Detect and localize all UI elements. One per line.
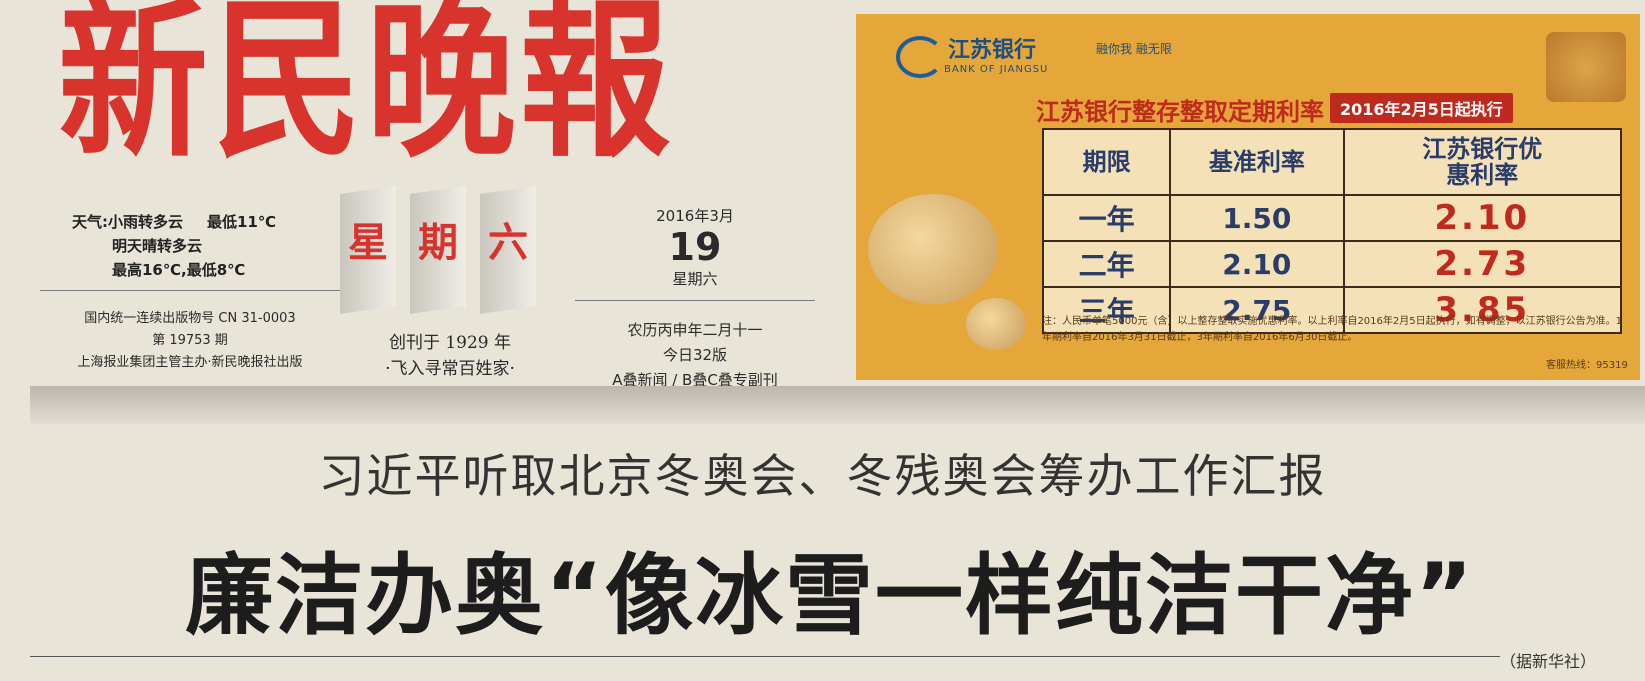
founded-year: 创刊于 1929 年 (388, 333, 512, 353)
term-cell: 二年 (1041, 240, 1172, 288)
date-day: 19 (668, 225, 722, 269)
issue-date: 2016年3月 19 星期六 (580, 205, 810, 289)
bank-logo-icon (896, 36, 944, 78)
lunar-date: 农历丙申年二月十一 (627, 321, 763, 339)
masthead-title: 新民晚報 (58, 0, 675, 182)
piggy-bank-icon (868, 194, 998, 304)
bank-name: 江苏银行 (948, 37, 1037, 63)
weather-today-text: 天气:小雨转多云 (72, 213, 183, 231)
weekday-banner: 星 期 六 (340, 186, 550, 314)
header-preferential-rate: 江苏银行优惠利率 (1342, 128, 1623, 196)
weather-box: 天气:小雨转多云 最低11℃ 明天晴转多云 最高16℃,最低8℃ (72, 210, 276, 282)
gift-decoration-icon (1546, 32, 1626, 102)
weekday-char: 期 (418, 219, 458, 266)
weather-tomorrow-temp: 最高16℃,最低8℃ (112, 261, 246, 279)
preferential-rate-cell: 2.73 (1342, 240, 1623, 288)
fold-shadow (30, 386, 1645, 424)
weather-tomorrow: 明天晴转多云 (112, 237, 203, 255)
ad-footnote: 注：人民币单笔5000元（含）以上整存整取实施优惠利率。以上利率自2016年2月… (1042, 316, 1622, 343)
date-year-month: 2016年3月 (656, 207, 734, 225)
issue-number: 第 19753 期 (152, 333, 228, 348)
bank-advertisement: 江苏银行 BANK OF JIANGSU 融你我 融无限 江苏银行整存整取定期利… (856, 14, 1640, 380)
interest-rate-table: 期限 基准利率 江苏银行优惠利率 一年 1.50 2.10 二年 2.10 2.… (1041, 128, 1623, 334)
effective-date-badge: 2016年2月5日起执行 (1330, 93, 1513, 123)
table-row: 三年 2.75 3.85 (1041, 286, 1623, 334)
small-piggy-bank-icon (966, 298, 1026, 350)
date-weekday: 星期六 (672, 270, 718, 288)
table-header-row: 期限 基准利率 江苏银行优惠利率 (1041, 128, 1623, 196)
header-base-rate: 基准利率 (1169, 128, 1345, 196)
base-rate-cell: 2.10 (1169, 240, 1345, 288)
base-rate-cell: 1.50 (1169, 194, 1345, 242)
base-rate-cell: 2.75 (1169, 286, 1345, 334)
weekday-char: 六 (488, 219, 528, 266)
bank-slogan: 融你我 融无限 (1096, 42, 1172, 56)
table-row: 一年 1.50 2.10 (1041, 194, 1623, 242)
weather-today: 天气:小雨转多云 最低11℃ (72, 210, 276, 234)
publication-info: 国内统一连续出版物号 CN 31-0003 第 19753 期 上海报业集团主管… (40, 308, 340, 374)
divider (30, 656, 1500, 657)
publisher: 上海报业集团主管主办·新民晚报社出版 (77, 355, 303, 370)
term-cell: 三年 (1041, 286, 1172, 334)
page-count: 今日32版 (662, 346, 728, 364)
issn: 国内统一连续出版物号 CN 31-0003 (84, 311, 296, 326)
news-subheadline: 习近平听取北京冬奥会、冬残奥会筹办工作汇报 (318, 449, 1327, 503)
term-cell: 一年 (1041, 194, 1172, 242)
preferential-rate-cell: 3.85 (1342, 286, 1623, 334)
weather-today-low: 最低11℃ (207, 213, 277, 231)
header-term: 期限 (1041, 128, 1172, 196)
issue-details: 农历丙申年二月十一 今日32版 A叠新闻 / B叠C叠专副刊 (580, 318, 810, 393)
bank-name-en: BANK OF JIANGSU (944, 64, 1049, 75)
divider (575, 300, 815, 301)
news-source: （据新华社） (1500, 652, 1597, 671)
motto: ·飞入寻常百姓家· (385, 359, 515, 379)
founded-note: 创刊于 1929 年 ·飞入寻常百姓家· (350, 330, 550, 382)
weekday-char: 星 (348, 219, 388, 266)
sections: A叠新闻 / B叠C叠专副刊 (612, 371, 778, 389)
hotline: 客服热线：95319 (1546, 360, 1628, 371)
preferential-rate-cell: 2.10 (1342, 194, 1623, 242)
ad-title: 江苏银行整存整取定期利率 (1036, 98, 1324, 126)
divider (40, 290, 340, 291)
news-headline: 廉洁办奥“像冰雪一样纯洁干净” (185, 544, 1475, 647)
table-row: 二年 2.10 2.73 (1041, 240, 1623, 288)
